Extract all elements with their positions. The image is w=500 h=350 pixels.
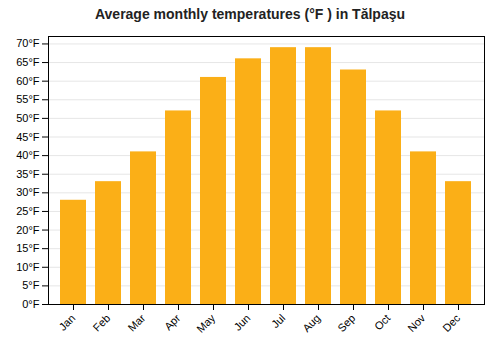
svg-text:45°F: 45°F <box>16 131 40 143</box>
svg-text:Jun: Jun <box>231 312 252 333</box>
svg-text:Jan: Jan <box>56 312 77 333</box>
svg-text:35°F: 35°F <box>16 168 40 180</box>
svg-text:Aug: Aug <box>300 312 322 334</box>
svg-text:Jul: Jul <box>269 312 287 330</box>
html-text:Average monthly temperatures (: Average monthly temperatures (°F ) in Tă… <box>95 6 405 22</box>
svg-text:40°F: 40°F <box>16 149 40 161</box>
svg-text:Apr: Apr <box>162 312 183 333</box>
svg-text:25°F: 25°F <box>16 205 40 217</box>
svg-text:15°F: 15°F <box>16 242 40 254</box>
svg-text:55°F: 55°F <box>16 93 40 105</box>
svg-text:50°F: 50°F <box>16 112 40 124</box>
svg-text:May: May <box>194 311 218 335</box>
svg-text:10°F: 10°F <box>16 261 40 273</box>
svg-text:Nov: Nov <box>405 311 428 334</box>
svg-text:Oct: Oct <box>372 312 393 333</box>
svg-text:65°F: 65°F <box>16 56 40 68</box>
svg-text:20°F: 20°F <box>16 224 40 236</box>
svg-text:0°F: 0°F <box>22 298 40 310</box>
svg-text:5°F: 5°F <box>22 279 40 291</box>
svg-text:Sep: Sep <box>335 312 357 334</box>
svg-text:70°F: 70°F <box>16 37 40 49</box>
svg-text:Feb: Feb <box>91 312 113 334</box>
svg-text:Mar: Mar <box>126 312 148 334</box>
svg-text:60°F: 60°F <box>16 75 40 87</box>
svg-text:30°F: 30°F <box>16 186 40 198</box>
svg-text:Dec: Dec <box>440 311 463 334</box>
